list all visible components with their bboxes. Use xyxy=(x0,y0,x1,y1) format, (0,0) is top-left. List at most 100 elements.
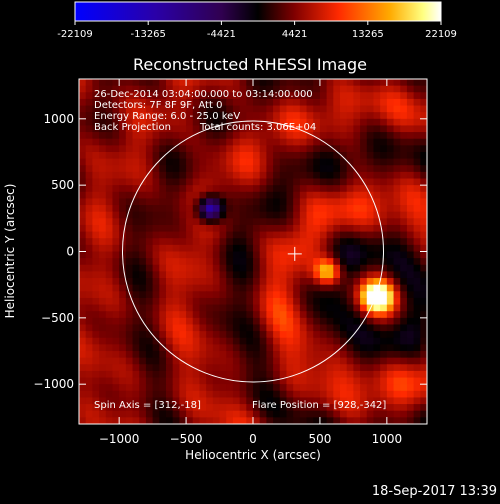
heatmap-cell xyxy=(273,370,281,379)
heatmap-cell xyxy=(166,185,174,193)
heatmap-cell xyxy=(119,317,127,326)
heatmap-cell xyxy=(273,165,281,173)
heatmap-cell xyxy=(353,125,361,133)
heatmap-cell xyxy=(340,297,348,306)
heatmap-cell xyxy=(152,98,160,107)
heatmap-cell xyxy=(286,191,294,200)
heatmap-cell xyxy=(246,304,254,312)
heatmap-cell xyxy=(406,344,415,352)
heatmap-cell xyxy=(119,284,127,292)
heatmap-cell xyxy=(253,244,261,253)
heatmap-cell xyxy=(85,278,93,286)
heatmap-cell xyxy=(386,171,395,180)
heatmap-cell xyxy=(105,132,114,140)
heatmap-cell xyxy=(266,224,274,233)
heatmap-cell xyxy=(192,151,201,160)
heatmap-cell xyxy=(145,410,154,418)
heatmap-cell xyxy=(239,138,247,146)
heatmap-cell xyxy=(393,145,401,153)
heatmap-cell xyxy=(420,198,427,206)
heatmap-cell xyxy=(406,118,415,127)
heatmap-cell xyxy=(259,211,267,219)
heatmap-cell xyxy=(340,357,348,365)
heatmap-cell xyxy=(79,238,87,246)
heatmap-cell xyxy=(159,390,167,399)
heatmap-cell xyxy=(360,304,368,312)
heatmap-cell xyxy=(366,337,375,345)
heatmap-cell xyxy=(125,178,134,186)
heatmap-cell xyxy=(253,278,261,286)
heatmap-cell xyxy=(119,79,127,87)
heatmap-cell xyxy=(186,79,194,87)
heatmap-cell xyxy=(119,211,127,219)
heatmap-cell xyxy=(319,271,328,279)
heatmap-cell xyxy=(112,304,120,312)
heatmap-cell xyxy=(259,344,267,352)
heatmap-cell xyxy=(406,278,415,286)
heatmap-cell xyxy=(139,138,147,146)
heatmap-cell xyxy=(206,377,214,385)
heatmap-cell xyxy=(105,118,114,127)
heatmap-cell xyxy=(119,351,127,359)
heatmap-cell xyxy=(406,98,415,107)
heatmap-cell xyxy=(253,224,261,233)
heatmap-cell xyxy=(313,410,321,418)
heatmap-cell xyxy=(386,271,395,279)
heatmap-cell xyxy=(79,92,87,100)
heatmap-cell xyxy=(319,191,328,200)
heatmap-cell xyxy=(353,98,361,107)
heatmap-cell xyxy=(313,297,321,306)
heatmap-cell xyxy=(420,224,427,233)
heatmap-cell xyxy=(360,191,368,200)
heatmap-cell xyxy=(239,404,247,412)
heatmap-cell xyxy=(333,331,341,339)
heatmap-cell xyxy=(239,370,247,379)
heatmap-cell xyxy=(219,112,227,120)
heatmap-cell xyxy=(333,158,341,166)
heatmap-cell xyxy=(172,244,180,253)
heatmap-cell xyxy=(319,390,328,399)
heatmap-cell xyxy=(333,278,341,286)
heatmap-cell xyxy=(293,404,301,412)
heatmap-cell xyxy=(199,284,207,292)
heatmap-cell xyxy=(246,191,254,200)
heatmap-cell xyxy=(386,317,395,326)
heatmap-cell xyxy=(253,105,261,113)
heatmap-cell xyxy=(273,297,281,306)
heatmap-cell xyxy=(186,258,194,266)
heatmap-cell xyxy=(139,410,147,418)
heatmap-cell xyxy=(159,251,167,259)
heatmap-cell xyxy=(400,331,408,339)
heatmap-cell xyxy=(219,404,227,412)
heatmap-cell xyxy=(79,390,87,399)
heatmap-cell xyxy=(413,85,421,93)
heatmap-cell xyxy=(306,331,314,339)
heatmap-cell xyxy=(79,264,87,273)
heatmap-cell xyxy=(326,258,334,266)
heatmap-cell xyxy=(152,351,160,359)
heatmap-cell xyxy=(246,317,254,326)
heatmap-cell xyxy=(192,357,201,365)
heatmap-cell xyxy=(353,278,361,286)
heatmap-cell xyxy=(406,311,415,319)
heatmap-cell xyxy=(166,85,174,93)
heatmap-cell xyxy=(253,377,261,385)
heatmap-cell xyxy=(386,231,395,239)
heatmap-cell xyxy=(119,85,127,93)
heatmap-cell xyxy=(353,244,361,253)
heatmap-cell xyxy=(340,125,348,133)
heatmap-cell xyxy=(273,145,281,153)
heatmap-cell xyxy=(206,337,214,345)
heatmap-cell xyxy=(293,112,301,120)
heatmap-cell xyxy=(286,297,294,306)
heatmap-cell xyxy=(326,397,334,405)
heatmap-cell xyxy=(239,145,247,153)
heatmap-cell xyxy=(206,92,214,100)
heatmap-cell xyxy=(259,324,267,332)
heatmap-cell xyxy=(172,251,180,259)
heatmap-cell xyxy=(119,337,127,345)
heatmap-cell xyxy=(145,344,154,352)
heatmap-cell xyxy=(400,138,408,146)
heatmap-cell xyxy=(179,79,187,87)
heatmap-cell xyxy=(179,244,187,253)
